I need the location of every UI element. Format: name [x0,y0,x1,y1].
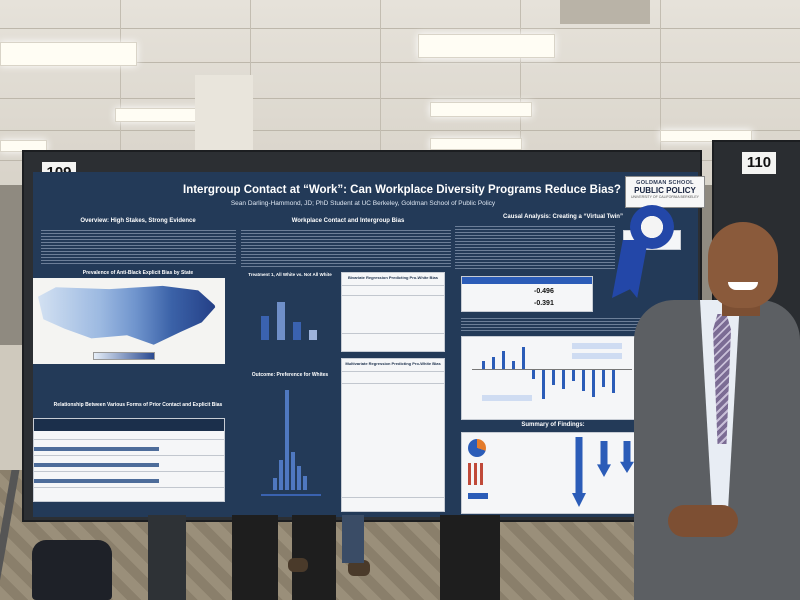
us-map [38,285,216,345]
backpack [32,540,112,600]
person-legs [440,515,500,600]
outcome-bar [291,452,295,490]
outcome-bar [273,478,277,490]
down-arrow-icon [572,437,586,507]
probability-chart [461,336,643,420]
presenter-hands [668,505,738,537]
ceiling-light [115,108,207,122]
outcome-bar [303,476,307,490]
outcome-bar [279,460,283,490]
causal-title: Causal Analysis: Creating a “Virtual Twi… [503,214,623,220]
outcome-title: Outcome: Preference for Whites [251,372,329,378]
overview-text [41,228,236,266]
treatment-bar [309,330,317,340]
poster-number-right: 110 [742,152,776,174]
multivariate-table: Multivariate Regression Predicting Pro-W… [341,358,445,512]
causal-text [455,224,615,270]
outcome-arrow [261,494,321,496]
map-title: Prevalence of Anti-Black Explicit Bias b… [82,270,194,276]
ceiling-light [430,102,532,117]
outcome-bar [297,466,301,490]
workplace-title: Workplace Contact and Intergroup Bias [291,218,405,224]
poster-title: Intergroup Contact at “Work”: Can Workpl… [183,184,621,196]
ceiling-light [0,42,137,66]
ceiling-light [418,34,555,58]
person-legs [232,515,278,600]
goldman-school-logo: GOLDMAN SCHOOL PUBLIC POLICY UNIVERSITY … [625,176,705,208]
research-poster: Intergroup Contact at “Work”: Can Workpl… [33,172,705,517]
double-arrow-icon [468,493,488,499]
poster-subtitle: Sean Darling-Hammond, JD; PhD Student at… [230,200,496,207]
shoe [288,558,308,572]
person-legs [342,515,364,563]
overview-title: Overview: High Stakes, Strong Evidence [80,218,196,224]
treatment-chart [243,284,335,340]
causal-text-2 [461,316,671,332]
causal-effect-table: -0.496 -0.391 [461,276,593,312]
presenter-head [708,222,778,308]
treatment-title: Treatment 1, All White vs. Not All White [248,272,332,277]
relationship-title: Relationship Between Various Forms of Pr… [53,402,223,408]
bivariate-title: Bivariate Regression Predicting Pro-Whit… [347,275,439,280]
pillar [195,75,253,155]
treatment-bar [277,302,285,340]
shoe [348,560,370,576]
person-legs [148,515,186,600]
people-icons [468,463,486,485]
logo-line-2: PUBLIC POLICY [634,186,696,195]
vent [560,0,650,24]
outcome-chart [241,380,339,500]
logo-line-3: UNIVERSITY OF CALIFORNIA BERKELEY [630,195,699,199]
presenter-smile [728,282,758,290]
person-legs [292,515,336,600]
map-legend [93,352,155,360]
ceiling-light [660,130,752,142]
down-arrow-icon [597,441,611,477]
summary-box [461,432,643,514]
multivariate-title: Multivariate Regression Predicting Pro-W… [345,361,441,366]
map-figure [33,278,225,364]
ceiling-light [430,138,522,150]
relationship-table [33,418,225,502]
causal-effect-1: -0.496 [534,288,554,295]
summary-title: Summary of Findings: [521,422,585,428]
down-arrow-icon [620,441,634,473]
bivariate-table: Bivariate Regression Predicting Pro-Whit… [341,272,445,352]
treatment-bar [293,322,301,340]
causal-effect-2: -0.391 [534,300,554,307]
presenter-tie [713,314,731,444]
workplace-text [241,228,451,268]
summary-pie [468,439,486,457]
outcome-bar [285,390,289,490]
treatment-bar [261,316,269,340]
logo-line-1: GOLDMAN SCHOOL [636,180,694,186]
